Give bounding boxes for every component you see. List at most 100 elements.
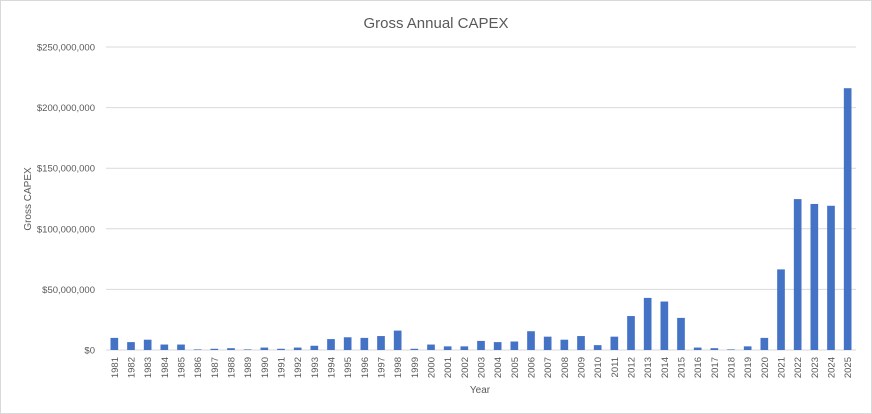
bar-1982 xyxy=(127,342,135,350)
x-tick-labels: 1981 1982 1983 1984 1985 1986 1987 1988 1989 1990… xyxy=(110,357,854,378)
bar-2020 xyxy=(760,337,769,350)
bar-2005 xyxy=(510,341,519,350)
x-tick-label: 2024 xyxy=(827,357,838,378)
bar-2001 xyxy=(443,346,452,350)
x-tick-label: 1988 xyxy=(227,357,238,378)
bar-2000 xyxy=(427,344,435,350)
bar-2013 xyxy=(643,297,652,350)
x-tick-label: 2012 xyxy=(627,357,638,378)
x-tick-label: 1997 xyxy=(377,357,388,378)
bar-1994 xyxy=(327,339,335,350)
x-tick-label: 1998 xyxy=(393,357,404,378)
bar-1990 xyxy=(260,347,269,350)
chart-title: Gross Annual CAPEX xyxy=(363,15,508,32)
x-tick-label: 1995 xyxy=(343,357,354,378)
x-tick-label: 2021 xyxy=(777,357,788,378)
bar-2021 xyxy=(777,269,785,350)
x-tick-label: 1984 xyxy=(160,357,171,378)
x-tick-label: 2016 xyxy=(693,357,704,378)
bar-2010 xyxy=(593,345,602,350)
bar-2007 xyxy=(543,336,552,350)
bar-1998 xyxy=(393,330,402,350)
x-tick-label: 1989 xyxy=(243,357,254,378)
bar-2006 xyxy=(527,331,535,350)
bar-2024 xyxy=(827,205,835,350)
x-tick-label: 1992 xyxy=(293,357,304,378)
bar-1995 xyxy=(343,337,352,350)
bar-2004 xyxy=(493,342,502,350)
x-tick-label: 1991 xyxy=(277,357,288,378)
x-tick-label: 2009 xyxy=(577,357,588,378)
bars xyxy=(110,88,852,350)
bar-1983 xyxy=(143,339,152,350)
x-tick-label: 1996 xyxy=(360,357,371,378)
x-tick-label: 2002 xyxy=(460,357,471,378)
bar-1985 xyxy=(177,344,185,350)
y-tick-label: $0 xyxy=(84,346,95,357)
bar-1987 xyxy=(210,348,219,350)
x-tick-label: 2023 xyxy=(810,357,821,378)
bar-1996 xyxy=(360,337,369,350)
x-tick-label: 2015 xyxy=(677,357,688,378)
bar-1993 xyxy=(310,345,319,350)
x-tick-label: 2008 xyxy=(560,357,571,378)
x-tick-label: 1987 xyxy=(210,357,221,378)
bar-1999 xyxy=(410,348,419,350)
x-tick-label: 1981 xyxy=(110,357,121,378)
bar-1991 xyxy=(277,348,285,350)
x-tick-label: 1982 xyxy=(127,357,138,378)
x-tick-label: 1999 xyxy=(410,357,421,378)
x-tick-label: 2014 xyxy=(660,357,671,378)
x-tick-label: 2018 xyxy=(727,357,738,378)
bar-2002 xyxy=(460,346,469,350)
bar-2003 xyxy=(477,340,485,350)
bar-2018 xyxy=(727,349,735,350)
y-axis-label: Gross CAPEX xyxy=(23,167,34,231)
y-tick-label: $50,000,000 xyxy=(42,285,95,296)
bar-1997 xyxy=(377,336,385,350)
bar-2011 xyxy=(610,336,619,350)
x-tick-label: 2025 xyxy=(843,357,854,378)
bar-1986 xyxy=(193,349,202,350)
bar-1988 xyxy=(227,348,235,350)
gridlines xyxy=(106,46,856,351)
x-tick-label: 2017 xyxy=(710,357,721,378)
x-tick-label: 1985 xyxy=(177,357,188,378)
bar-1989 xyxy=(243,349,252,350)
y-tick-label: $100,000,000 xyxy=(37,224,95,235)
x-tick-label: 1983 xyxy=(143,357,154,378)
x-tick-label: 1990 xyxy=(260,357,271,378)
x-tick-label: 2005 xyxy=(510,357,521,378)
x-tick-label: 2011 xyxy=(610,357,621,377)
bar-1992 xyxy=(293,347,302,350)
bar-2008 xyxy=(560,339,569,350)
x-tick-label: 2022 xyxy=(793,357,804,378)
x-tick-label: 2006 xyxy=(527,357,538,378)
bar-2016 xyxy=(693,347,702,350)
x-tick-label: 2001 xyxy=(443,357,454,378)
x-tick-label: 2013 xyxy=(643,357,654,378)
x-tick-label: 2003 xyxy=(477,357,488,378)
y-tick-label: $250,000,000 xyxy=(37,43,95,54)
x-tick-label: 2020 xyxy=(760,357,771,378)
x-tick-label: 1994 xyxy=(327,357,338,378)
x-tick-label: 2010 xyxy=(593,357,604,378)
bar-2014 xyxy=(660,301,669,350)
x-tick-label: 2019 xyxy=(743,357,754,378)
bar-1984 xyxy=(160,344,169,350)
bar-2017 xyxy=(710,348,719,350)
bar-2023 xyxy=(810,203,819,350)
bar-1981 xyxy=(110,337,119,350)
bar-2012 xyxy=(627,316,635,350)
y-tick-labels: $0 $50,000,000 $100,000,000 $150,000,000 $20… xyxy=(37,43,95,357)
x-axis-label: Year xyxy=(470,385,491,396)
bar-2025 xyxy=(843,88,852,350)
x-tick-label: 2000 xyxy=(427,357,438,378)
x-tick-label: 2007 xyxy=(543,357,554,378)
x-tick-label: 1986 xyxy=(193,357,204,378)
y-tick-label: $200,000,000 xyxy=(37,103,95,114)
y-tick-label: $150,000,000 xyxy=(37,164,95,175)
bar-2015 xyxy=(677,317,685,350)
bar-2009 xyxy=(577,336,585,350)
